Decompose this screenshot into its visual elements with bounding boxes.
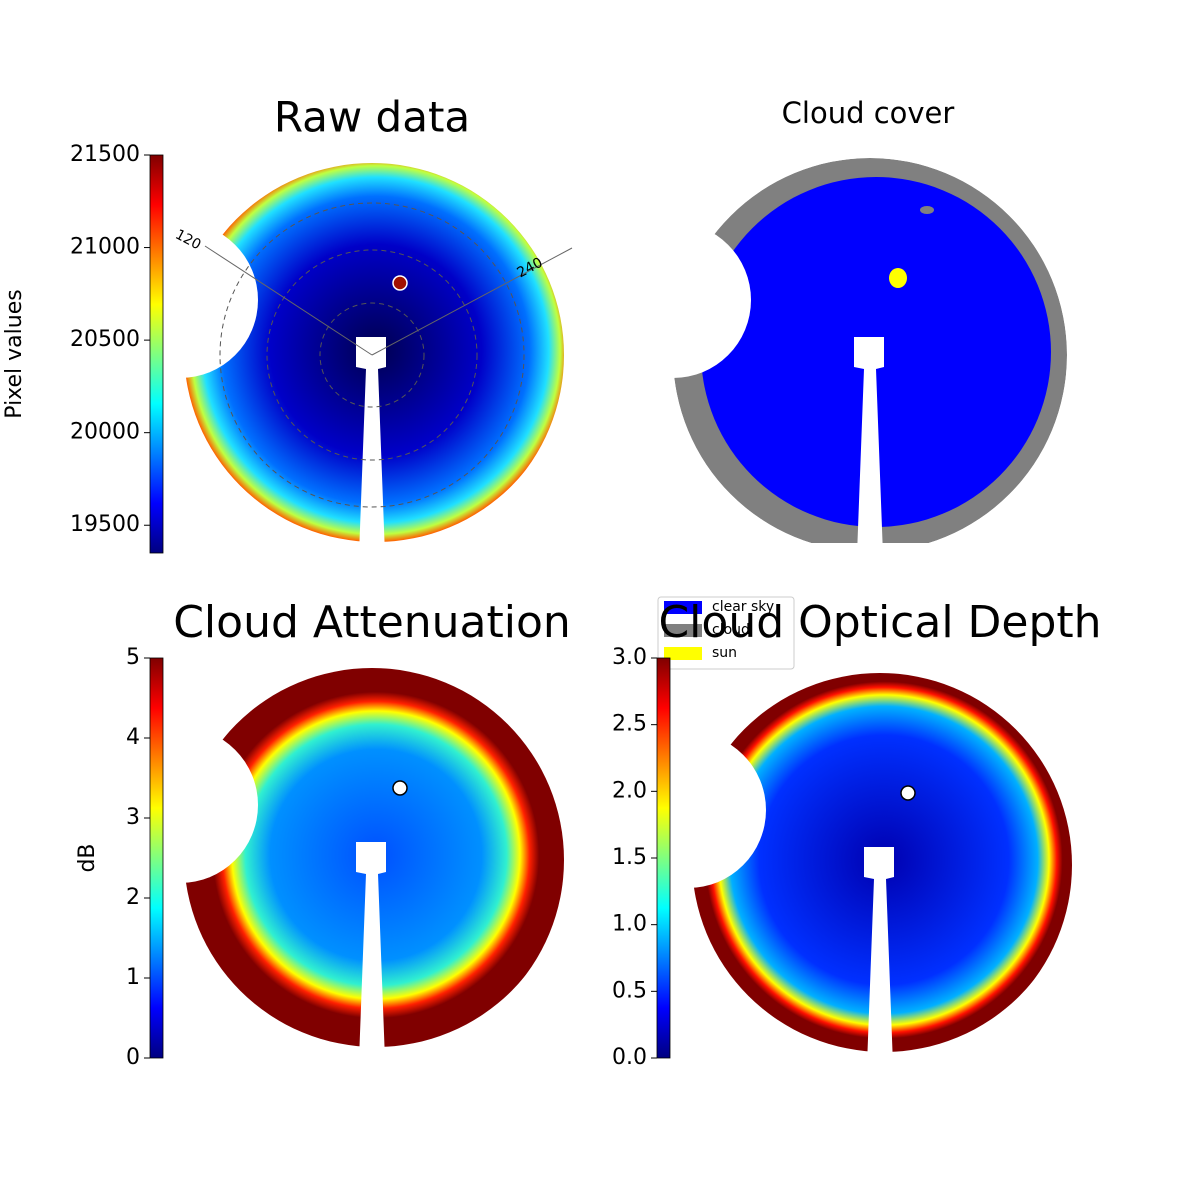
legend-swatch	[664, 601, 702, 614]
colorbar-label: dB	[75, 843, 100, 872]
colorbar-tick-label: 21000	[70, 235, 140, 260]
legend-label: cloud	[712, 622, 750, 638]
colorbar-tick-label: 5	[126, 645, 140, 670]
sun-spot	[392, 275, 408, 291]
sun-spot	[392, 780, 408, 796]
polar-grid	[219, 202, 525, 508]
colorbar-tick-label: 2	[126, 885, 140, 910]
polar-spoke	[204, 245, 373, 356]
colorbar-tick-label: 1.0	[612, 912, 647, 937]
polar-label: 120	[172, 227, 203, 254]
polar-grid	[319, 302, 425, 408]
colorbar	[149, 657, 164, 1059]
legend-swatch	[664, 647, 702, 660]
sun-region	[889, 268, 907, 288]
image-field	[184, 663, 568, 1047]
legend-swatch	[664, 624, 702, 637]
polar-grid	[266, 249, 478, 461]
sun-spot	[900, 785, 916, 801]
legend: clear sky cloud sun	[657, 596, 795, 670]
colorbar-tick-label: 3.0	[612, 645, 647, 670]
colorbar-tick-label: 4	[126, 725, 140, 750]
polar-spoke	[371, 247, 573, 356]
panel-title: Raw data	[274, 93, 470, 142]
colorbar-tick-label: 1	[126, 965, 140, 990]
colorbar-tick-label: 2.0	[612, 778, 647, 803]
colorbar-tick-label: 20500	[70, 327, 140, 352]
colorbar	[656, 657, 671, 1059]
sky-image	[673, 158, 1067, 552]
legend-label: clear sky	[712, 599, 774, 615]
colorbar	[149, 154, 164, 554]
sky-image	[184, 158, 568, 542]
clear-region	[701, 177, 1051, 527]
colorbar-tick-label: 19500	[70, 512, 140, 537]
image-field	[184, 158, 568, 542]
sky-image	[692, 668, 1076, 1052]
panel-title: Cloud cover	[782, 96, 955, 130]
cloud-patch	[920, 206, 934, 214]
colorbar-label: Pixel values	[2, 289, 27, 418]
panel-title: Cloud Optical Depth	[658, 597, 1101, 648]
image-field	[692, 668, 1076, 1052]
colorbar-tick-label: 2.5	[612, 712, 647, 737]
sky-image	[184, 663, 568, 1047]
colorbar-tick-label: 0.0	[612, 1045, 647, 1070]
colorbar-tick-label: 20000	[70, 420, 140, 445]
colorbar-tick-label: 0	[126, 1045, 140, 1070]
colorbar-tick-label: 0.5	[612, 978, 647, 1003]
legend-label: sun	[712, 645, 737, 661]
panel-title: Cloud Attenuation	[173, 597, 571, 648]
colorbar-tick-label: 1.5	[612, 845, 647, 870]
colorbar-tick-label: 21500	[70, 142, 140, 167]
colorbar-tick-label: 3	[126, 805, 140, 830]
